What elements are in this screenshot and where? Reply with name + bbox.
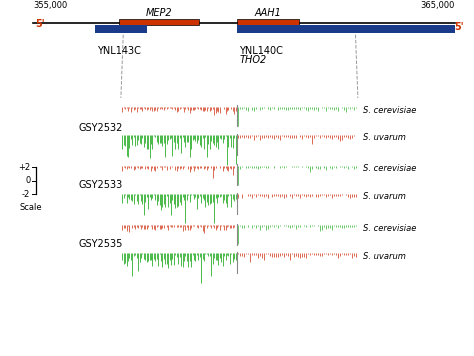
Text: S. cerevisiae: S. cerevisiae <box>363 164 416 173</box>
Text: +2: +2 <box>18 163 30 172</box>
Text: MEP2: MEP2 <box>146 7 172 17</box>
Text: S. cerevisiae: S. cerevisiae <box>363 224 416 233</box>
Text: S. uvarum: S. uvarum <box>363 134 405 142</box>
Text: 5': 5' <box>454 22 464 32</box>
Bar <box>118 19 199 25</box>
Text: Scale: Scale <box>19 203 42 212</box>
Text: YNL140C: YNL140C <box>239 46 283 56</box>
Text: 0: 0 <box>25 176 30 185</box>
Text: S. cerevisiae: S. cerevisiae <box>363 105 416 115</box>
Text: S. uvarum: S. uvarum <box>363 192 405 201</box>
Text: YNL143C: YNL143C <box>97 46 141 56</box>
Text: GSY2532: GSY2532 <box>78 123 123 133</box>
Text: 365,000: 365,000 <box>420 1 455 10</box>
Bar <box>237 25 455 33</box>
Text: 355,000: 355,000 <box>33 1 67 10</box>
Text: THO2: THO2 <box>239 55 266 65</box>
Bar <box>95 25 147 33</box>
Text: GSY2535: GSY2535 <box>78 239 123 248</box>
Text: 5': 5' <box>36 19 45 29</box>
Text: S. uvarum: S. uvarum <box>363 252 405 261</box>
Text: -2: -2 <box>22 189 30 199</box>
Text: AAH1: AAH1 <box>255 7 281 17</box>
Text: GSY2533: GSY2533 <box>78 180 122 190</box>
Bar <box>237 19 299 25</box>
